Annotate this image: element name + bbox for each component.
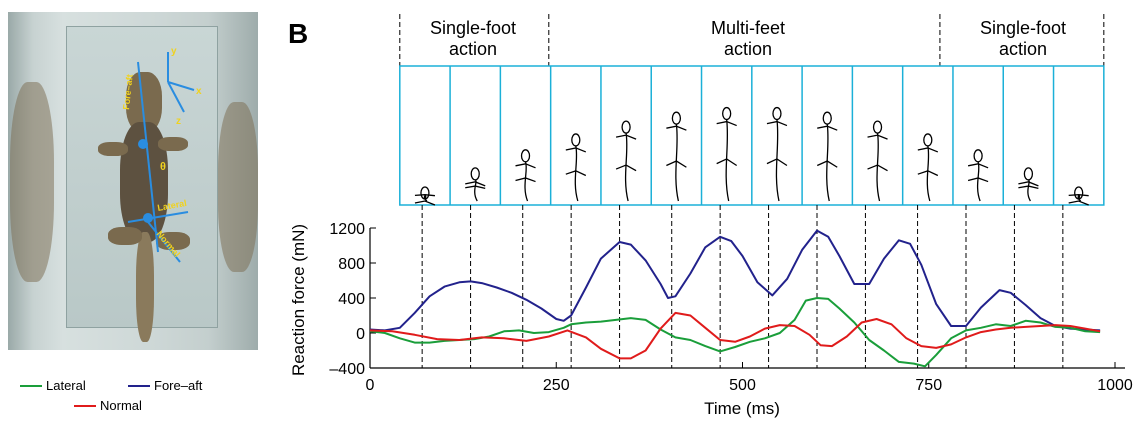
gecko-silhouette-2 <box>465 167 486 202</box>
y-tick-label-0: 0 <box>356 326 365 343</box>
reaction-force-chart: Single-foot action Multi-feet action Sin… <box>289 14 1133 418</box>
phase-2-label-line2: action <box>724 39 772 59</box>
y-tick-label--400: –400 <box>329 361 365 378</box>
fore-joint-dot <box>138 139 148 149</box>
phase-boundary-lines <box>399 14 1105 66</box>
legend-label-lateral: Lateral <box>46 378 86 393</box>
lateral-axis-line <box>127 211 189 223</box>
x-tick-label-1000: 1000 <box>1097 377 1133 394</box>
gecko-reflection-left <box>10 82 54 282</box>
panel-label-b: B <box>288 18 309 49</box>
gecko-silhouette-4 <box>565 133 587 202</box>
y-axis-label: Reaction force (mN) <box>289 224 308 376</box>
hind-joint-dot <box>143 213 153 223</box>
legend-swatch-fore-aft <box>128 384 150 387</box>
x-tick-label-500: 500 <box>729 377 756 394</box>
fore-aft-axis-line <box>137 61 159 253</box>
gecko-silhouette-5 <box>615 120 637 202</box>
x-axis-arrow <box>167 81 195 91</box>
photo-label-theta: θ <box>160 161 166 173</box>
x-tick-label-750: 750 <box>915 377 942 394</box>
gecko-silhouette-7 <box>716 106 738 202</box>
series-line-fore-aft <box>369 229 1101 332</box>
gecko-photo: y x z Fore–aft Lateral Normal θ <box>8 12 258 350</box>
gecko-reflection-right <box>218 102 258 272</box>
photo-annotations: y x z Fore–aft Lateral Normal θ <box>121 46 202 263</box>
gecko-frame-strip <box>399 65 1105 206</box>
legend-item-fore-aft: Fore–aft <box>128 378 202 393</box>
phase-2-label-line1: Multi-feet <box>711 18 785 38</box>
chart-series <box>369 229 1101 368</box>
legend-swatch-lateral <box>20 384 42 387</box>
gecko-silhouette-9 <box>816 111 838 202</box>
phase-1-label-line2: action <box>449 39 497 59</box>
gecko-silhouette-12 <box>967 149 989 202</box>
x-tick-label-0: 0 <box>366 377 375 394</box>
gecko-tail <box>136 232 154 342</box>
photo-label-lateral: Lateral <box>157 198 188 213</box>
legend-swatch-normal <box>74 404 96 407</box>
photo-label-fore-aft: Fore–aft <box>121 74 135 110</box>
normal-axis-line <box>147 221 181 263</box>
legend-item-normal: Normal <box>74 398 142 413</box>
gecko-hindleg-right <box>156 232 190 250</box>
legend: Lateral Fore–aft Normal <box>20 378 260 418</box>
gecko-silhouette-1 <box>414 186 436 206</box>
gecko-silhouette-11 <box>917 133 939 202</box>
gecko-foreleg-left <box>98 142 128 156</box>
legend-label-fore-aft: Fore–aft <box>154 378 203 393</box>
gecko-silhouette-10 <box>867 120 888 202</box>
gecko-foreleg-right <box>158 137 188 151</box>
z-axis-arrow <box>167 81 185 113</box>
series-line-lateral <box>369 297 1101 368</box>
x-axis-label: Time (ms) <box>704 399 780 418</box>
series-line-normal <box>369 311 1101 360</box>
y-tick-label-800: 800 <box>338 256 365 273</box>
legend-label-normal: Normal <box>100 398 142 413</box>
y-tick-label-1200: 1200 <box>329 221 365 238</box>
photo-label-normal: Normal <box>154 229 182 259</box>
phase-1-label-line1: Single-foot <box>430 18 516 38</box>
legend-item-lateral: Lateral <box>20 378 86 393</box>
photo-axis-z: z <box>176 116 181 127</box>
photo-axis-x: x <box>196 86 202 97</box>
gecko-silhouette-13 <box>1018 167 1039 202</box>
phase-3-label-line1: Single-foot <box>980 18 1066 38</box>
gecko-silhouette-14 <box>1068 186 1089 206</box>
phase-3-label-line2: action <box>999 39 1047 59</box>
gecko-silhouette-8 <box>766 106 788 202</box>
y-tick-label-400: 400 <box>338 291 365 308</box>
gecko-silhouette-3 <box>515 149 536 202</box>
x-tick-label-250: 250 <box>543 377 570 394</box>
gecko-hindleg-left <box>108 227 142 245</box>
gecko-silhouette-6 <box>666 111 687 202</box>
photo-axis-y: y <box>171 46 177 57</box>
